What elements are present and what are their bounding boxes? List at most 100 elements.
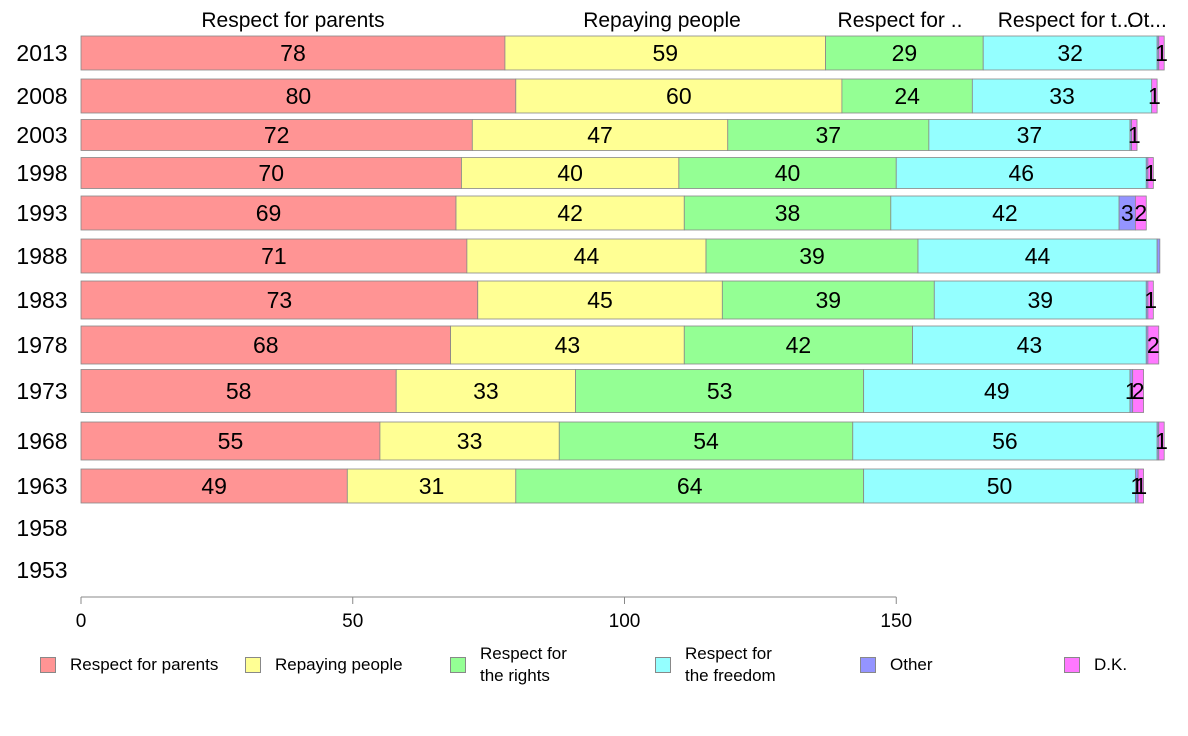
- legend-label-line: the freedom: [685, 666, 776, 685]
- x-tick-label: 100: [609, 611, 641, 632]
- year-label: 1973: [16, 378, 67, 404]
- bar-segment: [971, 78, 1153, 114]
- bar-segment: [80, 369, 397, 413]
- legend-swatch: [450, 657, 466, 673]
- data-label: 49: [201, 473, 227, 499]
- data-label: 78: [280, 40, 306, 66]
- bar-segment: [80, 78, 517, 114]
- data-label: 55: [218, 428, 244, 454]
- bar-segment: [933, 280, 1147, 320]
- data-label: 33: [473, 378, 499, 404]
- bar-segment: [450, 325, 685, 365]
- data-label: 38: [775, 200, 801, 226]
- bar-segment: [982, 35, 1158, 71]
- data-label: 42: [992, 200, 1018, 226]
- legend-item-respect-for-the-rights: Respect for the rights: [450, 643, 567, 687]
- legend: Respect for parents Repaying people Resp…: [0, 640, 1188, 700]
- data-label: 69: [256, 200, 282, 226]
- data-label: 1: [1155, 428, 1168, 454]
- legend-item-respect-for-the-freedom: Respect for the freedom: [655, 643, 776, 687]
- year-label: 1998: [16, 160, 67, 186]
- bar-segment: [1156, 238, 1161, 274]
- data-label: 39: [816, 287, 842, 313]
- year-label: 1993: [16, 200, 67, 226]
- data-label: 73: [267, 287, 293, 313]
- bar-segment: [683, 325, 913, 365]
- data-label: 43: [555, 332, 581, 358]
- bar-segment: [80, 119, 473, 151]
- bar-segment: [515, 468, 865, 504]
- legend-label-line: the rights: [480, 666, 550, 685]
- x-tick-label: 150: [880, 611, 912, 632]
- legend-item-dk: D.K.: [1064, 654, 1127, 676]
- bar-segment: [455, 195, 685, 231]
- legend-label: Repaying people: [275, 655, 403, 674]
- bar-segment: [80, 468, 348, 504]
- bar-segment: [1151, 78, 1158, 114]
- bar-segment: [80, 238, 468, 274]
- data-label: 59: [652, 40, 678, 66]
- data-label: 56: [992, 428, 1018, 454]
- legend-swatch: [40, 657, 56, 673]
- bar-segment: [890, 195, 1120, 231]
- legend-label-line: Respect for: [480, 644, 567, 663]
- year-label: 2003: [16, 122, 67, 148]
- data-label: 37: [816, 122, 842, 148]
- data-label: 40: [775, 160, 801, 186]
- data-label: 1: [1144, 160, 1157, 186]
- data-label: 39: [799, 243, 825, 269]
- bar-segment: [379, 421, 560, 461]
- bar-segment: [1158, 35, 1165, 71]
- data-label: 46: [1008, 160, 1034, 186]
- data-label: 47: [587, 122, 613, 148]
- bar-segment: [863, 468, 1136, 504]
- data-label: 42: [557, 200, 583, 226]
- bar-segment: [727, 119, 930, 151]
- data-label: 45: [587, 287, 613, 313]
- year-label: 1978: [16, 332, 67, 358]
- data-label: 2: [1134, 200, 1147, 226]
- bar-segment: [1158, 421, 1165, 461]
- data-label: 1: [1125, 378, 1138, 404]
- bar-segment: [504, 35, 826, 71]
- data-label: 64: [677, 473, 703, 499]
- bar-segment: [80, 280, 479, 320]
- year-label: 1958: [16, 515, 67, 541]
- stacked-bar-chart: 2013200820031998199319881983197819731968…: [16, 9, 1168, 632]
- bar-segment: [1147, 280, 1154, 320]
- bar-segment: [515, 78, 843, 114]
- legend-label-line: Respect for: [685, 644, 772, 663]
- bar-segment: [558, 421, 854, 461]
- data-label: 1: [1144, 287, 1157, 313]
- legend-label: Respect for parents: [70, 655, 219, 674]
- data-label: 32: [1057, 40, 1083, 66]
- series-top-label: Respect for t...: [998, 9, 1135, 32]
- data-label: 31: [419, 473, 445, 499]
- bar-segment: [852, 421, 1158, 461]
- x-tick-label: 0: [76, 611, 87, 632]
- bar-segment: [863, 369, 1131, 413]
- year-label: 1963: [16, 473, 67, 499]
- series-top-label: Repaying people: [583, 9, 741, 32]
- bar-segment: [466, 238, 707, 274]
- data-label: 1: [1134, 473, 1147, 499]
- bar-segment: [1147, 157, 1154, 189]
- data-label: 40: [557, 160, 583, 186]
- data-label: 33: [457, 428, 483, 454]
- bar-segment: [1131, 119, 1138, 151]
- legend-swatch: [655, 657, 671, 673]
- bar-segment: [841, 78, 973, 114]
- bar-segment: [80, 157, 462, 189]
- data-label: 44: [574, 243, 600, 269]
- data-label: 70: [258, 160, 284, 186]
- data-label: 80: [286, 83, 312, 109]
- x-tick-label: 50: [342, 611, 363, 632]
- data-label: 50: [987, 473, 1013, 499]
- data-label: 53: [707, 378, 733, 404]
- bar-segment: [683, 195, 892, 231]
- year-label: 1953: [16, 557, 67, 583]
- year-label: 1968: [16, 428, 67, 454]
- bar-segment: [1147, 325, 1160, 365]
- bar-segment: [395, 369, 576, 413]
- legend-item-other: Other: [860, 654, 933, 676]
